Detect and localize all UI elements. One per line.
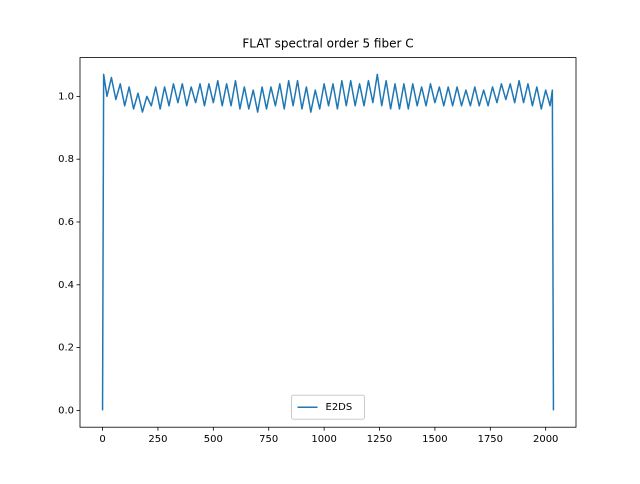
x-tick-label: 500	[204, 434, 223, 445]
legend-label: E2DS	[326, 402, 353, 413]
x-tick-label: 0	[99, 434, 105, 445]
chart-title: FLAT spectral order 5 fiber C	[242, 37, 413, 51]
x-tick-label: 1500	[422, 434, 447, 445]
y-tick-label: 1.0	[58, 91, 74, 102]
x-tick-label: 750	[259, 434, 278, 445]
y-tick-label: 0.8	[58, 154, 74, 165]
legend-box	[291, 394, 365, 420]
x-tick-label: 1000	[311, 434, 336, 445]
y-tick-label: 0.0	[58, 405, 74, 416]
y-tick-label: 0.6	[58, 217, 74, 228]
plot-frame	[79, 57, 577, 428]
x-tick-label: 250	[148, 434, 167, 445]
y-tick-label: 0.4	[58, 280, 74, 291]
x-tick-label: 1750	[478, 434, 503, 445]
x-tick-label: 2000	[533, 434, 558, 445]
x-tick-label: 1250	[367, 434, 392, 445]
y-tick-label: 0.2	[58, 343, 74, 354]
data-line	[101, 73, 555, 411]
